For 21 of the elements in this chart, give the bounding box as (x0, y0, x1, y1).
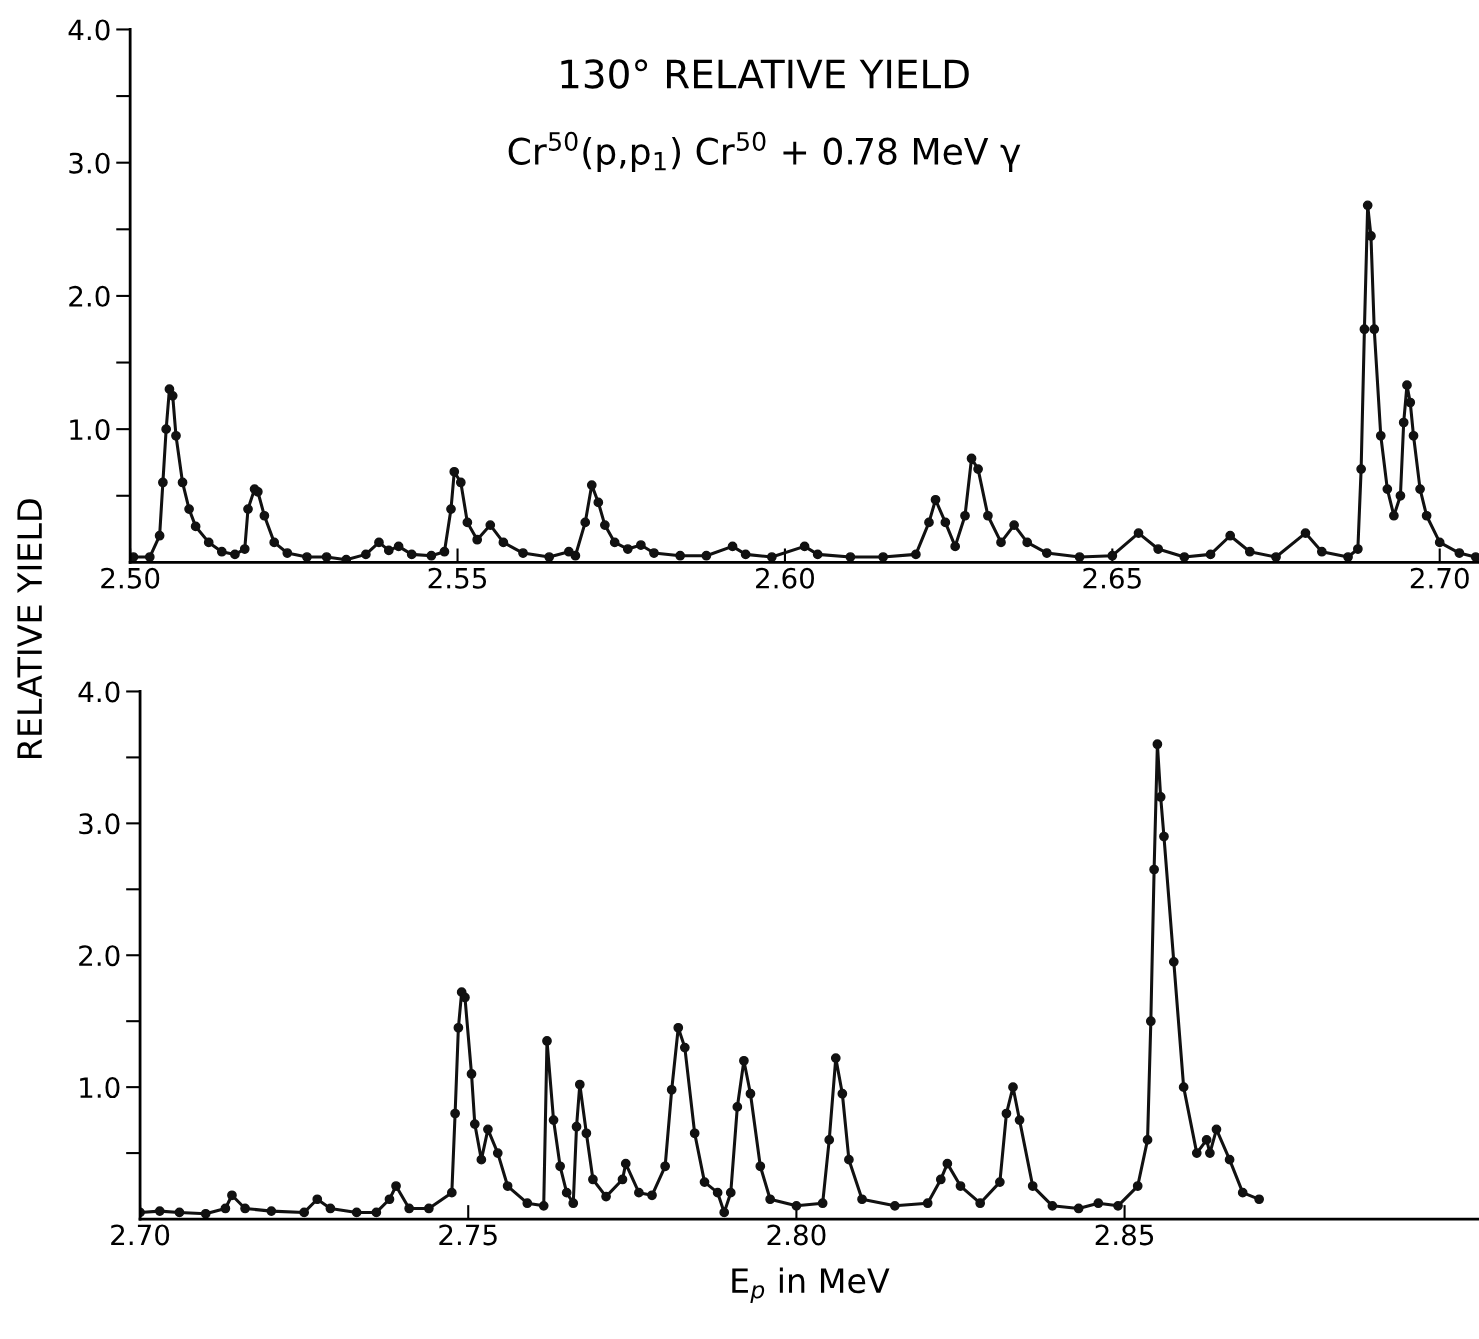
x-tick-label: 2.70 (111, 1224, 170, 1246)
x-tick-label: 2.80 (767, 1224, 826, 1246)
x-tick-label: 2.85 (1095, 1224, 1154, 1246)
y-tick-label: 1.0 (70, 419, 110, 441)
x-tick-label: 2.75 (439, 1224, 497, 1246)
y-tick-label: 4.0 (68, 19, 110, 41)
x-tick-label: 2.55 (428, 567, 487, 589)
x-axis-title: E$_{p}$ in MeV (732, 1267, 890, 1304)
x-tick-label: 2.60 (756, 567, 815, 589)
y-tick-label: 1.0 (80, 1077, 120, 1099)
y-tick-label: 3.0 (69, 152, 110, 174)
x-tick-label: 2.70 (1410, 567, 1469, 589)
y-axis-title: RELATIVE YIELD (17, 499, 42, 759)
y-tick-label: 4.0 (78, 681, 120, 703)
y-tick-label: 3.0 (79, 813, 120, 835)
y-tick-label: 2.0 (69, 285, 110, 307)
y-tick-label: 2.0 (79, 945, 120, 967)
text: 130° RELATIVE YIELD (561, 59, 969, 89)
x-tick-label: 2.50 (101, 567, 160, 589)
text: Cr$^{50}$(p,p$_{1}$) Cr$^{50}$ + 0.78 MeV γ (508, 131, 1021, 172)
x-tick-label: 2.65 (1083, 567, 1141, 589)
